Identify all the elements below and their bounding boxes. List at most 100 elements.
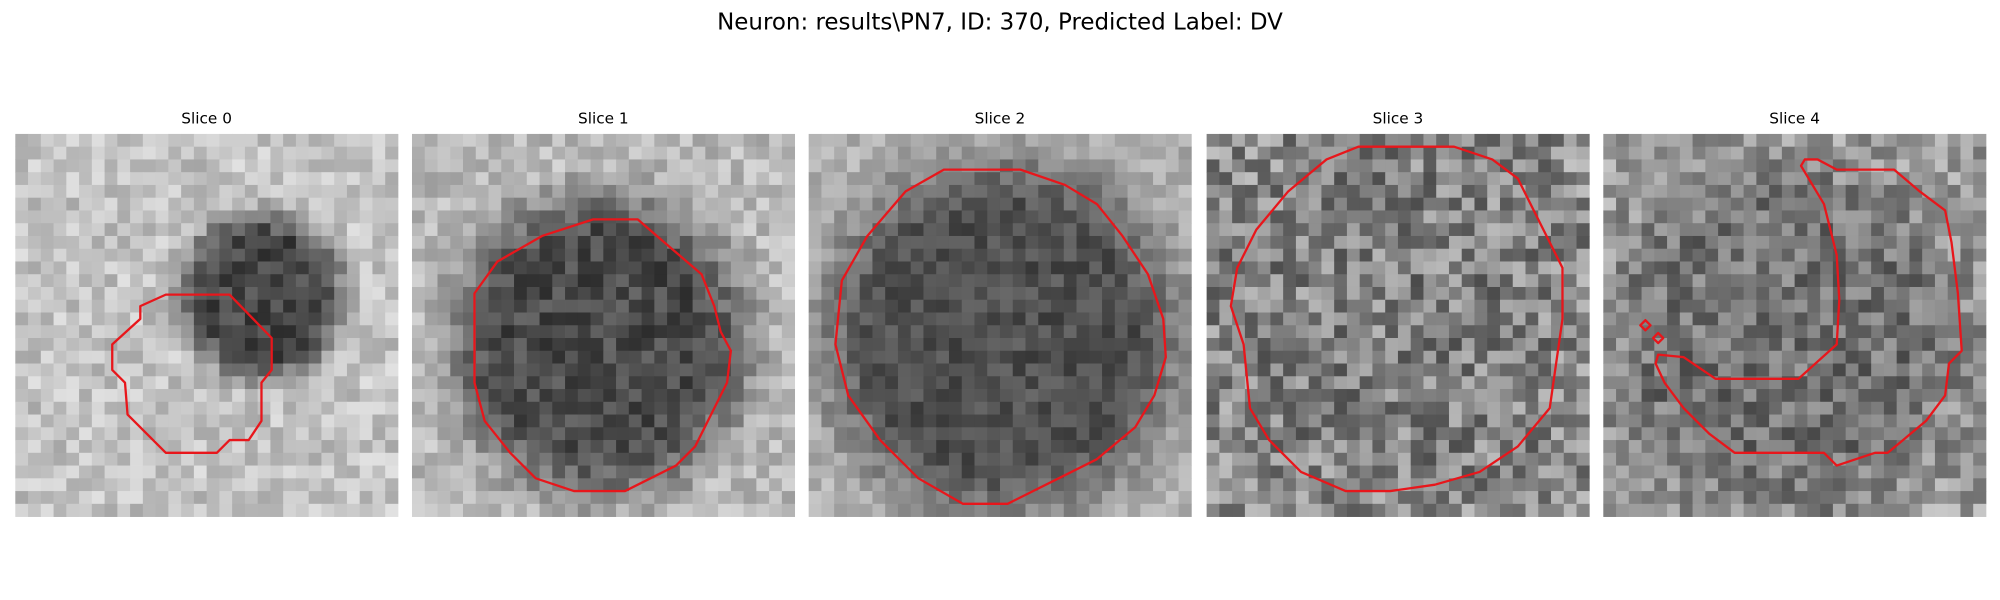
pixel: [1372, 197, 1386, 211]
pixel: [1334, 286, 1348, 301]
pixel: [66, 401, 80, 415]
pixel: [1051, 197, 1065, 211]
pixel: [565, 261, 579, 275]
pixel: [1127, 172, 1141, 186]
pixel: [244, 210, 259, 224]
pixel: [1960, 299, 1974, 313]
pixel: [104, 223, 118, 237]
pixel: [628, 414, 642, 428]
pixel: [1423, 172, 1437, 186]
pixel: [1232, 223, 1246, 237]
pixel: [667, 478, 681, 492]
pixel: [1257, 440, 1271, 454]
pixel: [514, 274, 528, 288]
pixel: [974, 491, 988, 505]
pixel: [565, 389, 579, 403]
pixel: [219, 235, 233, 250]
pixel: [1743, 172, 1757, 186]
pixel: [501, 440, 515, 454]
pixel: [718, 172, 732, 186]
pixel: [1603, 363, 1617, 377]
pixel: [1178, 299, 1192, 313]
pixel: [1102, 223, 1116, 237]
pixel: [1114, 350, 1128, 364]
pixel: [808, 503, 822, 517]
pixel: [424, 363, 438, 377]
pixel: [1025, 159, 1039, 173]
pixel: [53, 261, 67, 275]
pixel: [1654, 414, 1668, 428]
pixel: [104, 452, 118, 466]
pixel: [1807, 312, 1821, 326]
pixel: [616, 172, 630, 186]
pixel: [257, 401, 271, 415]
pixel: [603, 491, 617, 505]
pixel: [1947, 312, 1961, 326]
pixel: [1807, 401, 1821, 415]
pixel: [53, 299, 67, 313]
pixel: [1461, 414, 1475, 428]
pixel: [679, 376, 693, 390]
pixel: [1206, 350, 1220, 364]
pixel: [948, 197, 963, 211]
pixel: [244, 184, 259, 199]
slice-title: Slice 1: [578, 110, 629, 128]
pixel: [66, 325, 80, 339]
pixel: [1076, 427, 1090, 441]
pixel: [743, 350, 757, 364]
pixel: [923, 452, 937, 466]
pixel: [859, 210, 873, 224]
pixel: [1308, 427, 1322, 441]
pixel: [1807, 465, 1821, 479]
pixel: [1730, 338, 1744, 352]
pixel: [1012, 478, 1026, 492]
pixel: [1909, 172, 1923, 186]
pixel: [1922, 363, 1936, 377]
pixel: [1410, 223, 1424, 237]
pixel: [1232, 299, 1246, 313]
pixel: [244, 274, 259, 288]
pixel: [1089, 210, 1103, 224]
pixel: [1153, 401, 1167, 415]
pixel: [488, 338, 502, 352]
pixel: [1692, 146, 1706, 160]
pixel: [885, 465, 899, 479]
pixel: [1436, 350, 1450, 364]
pixel: [705, 172, 719, 186]
pixel: [53, 376, 67, 390]
pixel: [1153, 146, 1167, 160]
pixel: [539, 159, 553, 173]
pixel: [1461, 427, 1475, 441]
pixel: [359, 325, 373, 339]
pixel: [1140, 427, 1154, 441]
pixel: [1206, 184, 1220, 199]
pixel: [1102, 184, 1116, 199]
pixel: [1487, 363, 1501, 377]
pixel: [1397, 452, 1412, 466]
pixel: [450, 274, 464, 288]
pixel: [1730, 184, 1744, 199]
pixel: [1308, 261, 1322, 275]
pixel: [1295, 440, 1310, 454]
pixel: [206, 235, 220, 250]
pixel: [385, 248, 399, 262]
pixel: [1178, 465, 1192, 479]
pixel: [999, 325, 1014, 339]
pixel: [1140, 146, 1154, 160]
pixel: [577, 235, 591, 250]
pixel: [514, 401, 528, 415]
pixel: [1283, 286, 1297, 301]
pixel: [577, 452, 591, 466]
pixel: [1397, 133, 1412, 148]
pixel: [987, 376, 1001, 390]
pixel: [1397, 491, 1412, 505]
pixel: [1551, 146, 1565, 160]
pixel: [1603, 261, 1617, 275]
pixel: [1512, 261, 1526, 275]
pixel: [1499, 159, 1514, 173]
pixel: [1512, 491, 1526, 505]
pixel: [181, 465, 195, 479]
pixel: [961, 274, 975, 288]
pixel: [219, 325, 233, 339]
pixel: [616, 146, 630, 160]
